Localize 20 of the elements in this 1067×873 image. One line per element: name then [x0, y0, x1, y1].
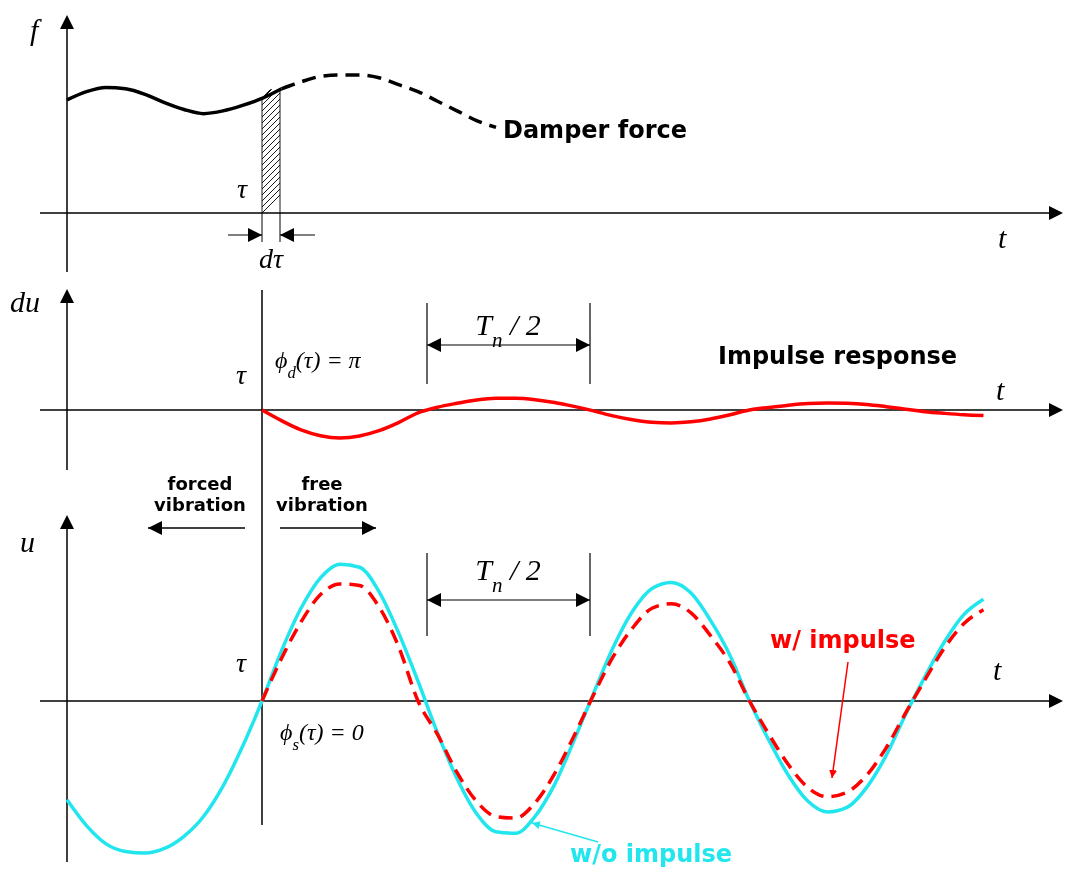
- annotation: Damper force: [503, 116, 688, 144]
- annotation: τ: [236, 647, 247, 678]
- annotation: T$_{n}$ / 2: [475, 553, 541, 597]
- text: ϕ$_{d}$(τ) = π: [275, 347, 362, 382]
- legend-label: w/o impulse: [570, 840, 733, 868]
- x-axis-title: t: [996, 373, 1005, 406]
- text: free vibration: [276, 473, 368, 515]
- annotation: τ: [237, 173, 248, 204]
- text: Impulse response: [718, 342, 958, 370]
- text: τ: [236, 359, 247, 390]
- series-label: w/ impulse: [770, 626, 916, 654]
- y-axis-title: u: [20, 525, 35, 558]
- text: T$_{n}$ / 2: [475, 308, 541, 352]
- x-axis-title: t: [993, 653, 1002, 686]
- y-axis-title: du: [10, 285, 40, 318]
- text: dτ: [258, 243, 284, 274]
- annotation: ϕ$_{s}$(τ) = 0: [280, 719, 364, 754]
- text: forced vibration: [154, 473, 246, 515]
- y-axis-title: f: [30, 13, 42, 46]
- x-axis-title: t: [998, 221, 1007, 254]
